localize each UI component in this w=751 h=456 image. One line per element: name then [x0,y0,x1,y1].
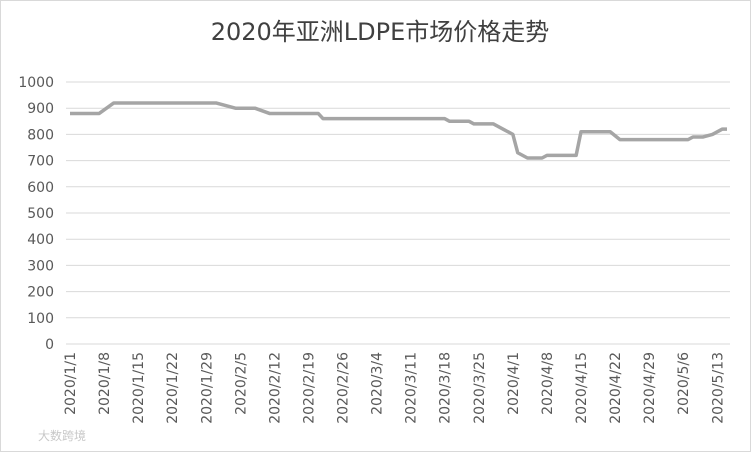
x-tick-label: 2020/1/15 [131,352,147,424]
y-tick-label: 0 [45,337,54,353]
y-tick-label: 300 [27,258,54,274]
x-tick-label: 2020/3/4 [370,352,386,415]
y-tick-label: 700 [27,154,54,170]
x-tick-label: 2020/1/29 [199,352,215,424]
y-tick-label: 600 [27,180,54,196]
x-tick-label: 2020/4/22 [608,352,624,424]
y-tick-label: 500 [27,206,54,222]
x-tick-label: 2020/3/11 [404,352,420,424]
y-tick-label: 100 [27,311,54,327]
x-tick-label: 2020/5/6 [676,352,692,415]
y-tick-label: 900 [27,101,54,117]
chart-title: 2020年亚洲LDPE市场价格走势 [211,18,550,46]
x-tick-label: 2020/2/19 [301,352,317,424]
x-tick-label: 2020/1/22 [165,352,181,424]
x-tick-label: 2020/5/13 [710,352,726,424]
x-tick-label: 2020/3/18 [438,352,454,424]
y-tick-label: 400 [27,232,54,248]
x-tick-label: 2020/4/29 [642,352,658,424]
x-tick-label: 2020/4/15 [574,352,590,424]
x-tick-label: 2020/1/8 [97,352,113,415]
y-tick-label: 1000 [18,75,54,91]
x-tick-label: 2020/4/8 [540,352,556,415]
x-tick-label: 2020/1/1 [63,352,79,415]
x-tick-label: 2020/2/5 [233,352,249,415]
y-tick-label: 200 [27,285,54,301]
line [70,101,727,160]
x-tick-label: 2020/3/25 [472,352,488,424]
watermark: 大数跨境 [38,428,86,443]
x-tick-label: 2020/4/1 [506,352,522,415]
y-tick-label: 800 [27,127,54,143]
x-tick-label: 2020/2/26 [336,352,352,424]
x-tick-label: 2020/2/12 [267,352,283,424]
